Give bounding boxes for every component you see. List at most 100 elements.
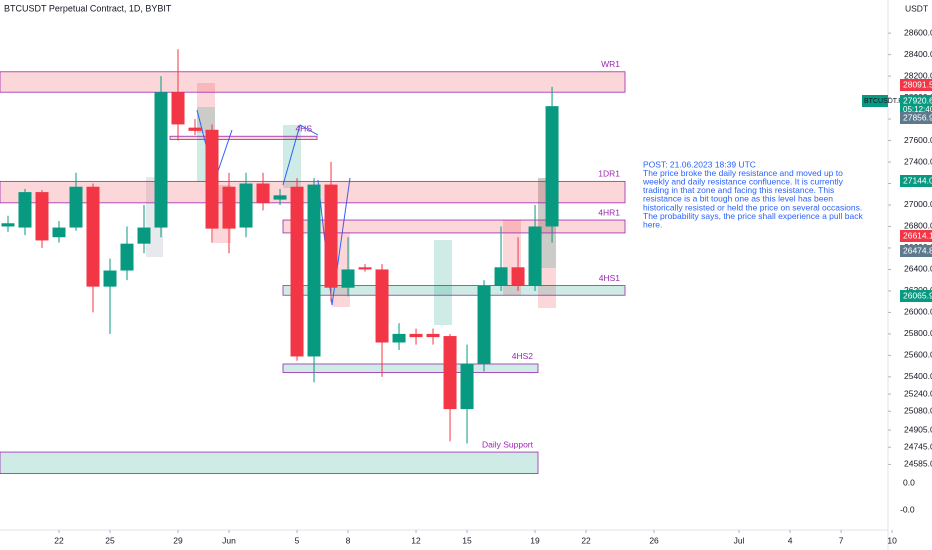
y-tick-label: 27000.0	[904, 199, 932, 209]
candle-body	[443, 336, 457, 410]
zone-label: 4HR1	[598, 207, 620, 217]
candle-body	[545, 106, 559, 227]
price-marker	[900, 79, 932, 91]
x-tick-label: Jun	[222, 535, 236, 545]
annotation-line: POST: 21.06.2023 18:39 UTC	[643, 159, 756, 169]
candle-body	[392, 333, 406, 343]
price-label: 26065.9	[903, 290, 932, 300]
candle-body	[477, 285, 491, 364]
x-tick-label: 12	[411, 535, 421, 545]
candle-body	[120, 243, 134, 271]
symbol-tag	[862, 95, 888, 107]
y-tick-label: 26000.0	[904, 307, 932, 317]
x-tick-label: 25	[105, 535, 115, 545]
symbol-name: BTCUSDT.P	[864, 98, 903, 105]
zone	[169, 135, 318, 140]
candle-body	[1, 223, 15, 227]
price-label: 27144.0	[903, 175, 932, 185]
candle-body	[409, 333, 423, 338]
y-tick-label: 28200.0	[904, 70, 932, 80]
price-marker	[900, 245, 932, 257]
annotation-line: The price broke the daily resistance and…	[643, 168, 843, 178]
price-label: 28091.5	[903, 79, 932, 89]
y-tick-label: 25600.0	[904, 350, 932, 360]
candle-body	[256, 183, 270, 203]
y-tick-label: 25400.0	[904, 371, 932, 381]
volume-axis-label: 0.0	[903, 477, 915, 487]
currency: USDT	[905, 3, 928, 13]
x-tick-label: 10	[887, 535, 897, 545]
x-tick-label: Jul	[734, 535, 745, 545]
timer: 05:12:40	[903, 105, 932, 114]
y-tick-label: 27400.0	[904, 156, 932, 166]
candle-body	[222, 186, 236, 229]
candle-body	[426, 333, 440, 338]
candle-body	[341, 269, 355, 288]
x-tick-label: 5	[295, 535, 300, 545]
annotation-line: weekly and daily resistance confluence. …	[642, 176, 844, 186]
price-marker	[900, 112, 932, 124]
x-tick-label: 4	[788, 535, 793, 545]
candle-body	[69, 186, 83, 228]
volume-axis-label: -0.0	[900, 504, 915, 514]
x-tick-label: 7	[839, 535, 844, 545]
candle-body	[18, 192, 32, 228]
price-marker	[900, 230, 932, 242]
candle-body	[460, 363, 474, 410]
candle-body	[205, 129, 219, 229]
annotation-line: The probability says, the price shall ex…	[643, 211, 863, 221]
y-tick-label: 26400.0	[904, 264, 932, 274]
x-tick-label: 19	[530, 535, 540, 545]
candle-body	[511, 267, 525, 286]
price-label: 26474.8	[903, 245, 932, 255]
candle-body	[324, 184, 338, 288]
chart-title: BTCUSDT Perpetual Contract, 1D, BYBIT	[4, 3, 172, 13]
x-tick-label: 22	[581, 535, 591, 545]
candle-body	[358, 267, 372, 270]
zone-label: WR1	[601, 59, 620, 69]
zone	[0, 451, 539, 474]
zone-label: Daily Support	[482, 439, 534, 449]
price-label: 27920.6	[903, 95, 932, 105]
candle-body	[35, 192, 49, 241]
annotation-line: resistance is a bit tough one as this le…	[643, 194, 833, 204]
x-tick-label: 26	[649, 535, 659, 545]
zone	[282, 285, 626, 296]
y-tick-label: 25080.0	[904, 405, 932, 415]
candle-body	[154, 92, 168, 228]
zone-label: 4HS1	[599, 273, 621, 283]
x-tick-label: 29	[173, 535, 183, 545]
candle-body	[171, 92, 185, 125]
zone	[0, 71, 626, 93]
y-tick-label: 28400.0	[904, 49, 932, 59]
annotation-line: here.	[643, 219, 662, 229]
candle-body	[273, 195, 287, 200]
candle-body	[494, 267, 508, 286]
annotation-line: historically resisted or held the price …	[643, 202, 862, 212]
candle-body	[103, 270, 117, 287]
price-marker	[900, 290, 932, 302]
zone-label: 4HS2	[512, 351, 534, 361]
y-tick-label: 24585.0	[904, 459, 932, 469]
y-tick-label: 26800.0	[904, 221, 932, 231]
candle-body	[290, 186, 304, 357]
y-tick-label: 27600.0	[904, 135, 932, 145]
candle-body	[86, 186, 100, 287]
price-marker	[900, 175, 932, 187]
candle-body	[52, 227, 66, 238]
candle-body	[188, 127, 202, 131]
zone	[282, 363, 539, 373]
annotation-line: trading in that zone and facing this res…	[643, 185, 834, 195]
y-tick-label: 25240.0	[904, 388, 932, 398]
candle-body	[375, 269, 389, 343]
x-tick-label: 22	[54, 535, 64, 545]
x-tick-label: 8	[346, 535, 351, 545]
y-tick-label: 24745.0	[904, 441, 932, 451]
projection-boxes	[146, 83, 556, 325]
candle-body	[137, 227, 151, 244]
zone-label: 1DR1	[598, 169, 620, 179]
zone-label: 4HS	[295, 123, 312, 133]
price-label: 27856.9	[903, 112, 932, 122]
